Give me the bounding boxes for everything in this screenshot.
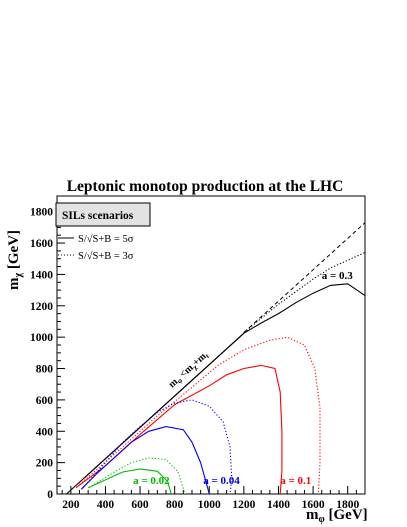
kinematic-limit-label: mφ <mχ+mt bbox=[167, 349, 212, 391]
x-axis-ticks: 200 400 600 800 1000 1200 1400 1600 1800 bbox=[61, 486, 366, 511]
y-tick-label: 1600 bbox=[30, 238, 53, 250]
x-tick-label: 800 bbox=[166, 499, 184, 511]
y-tick-label: 800 bbox=[36, 364, 54, 376]
chart-title: Leptonic monotop production at the LHC bbox=[67, 178, 344, 195]
x-axis-label: mφ [GeV] bbox=[306, 507, 368, 525]
x-tick-label: 400 bbox=[97, 499, 115, 511]
curve-annotations: a = 0.3 a = 0.1 a = 0.04 a = 0.02 bbox=[133, 270, 353, 487]
y-axis-ticks: 0 200 400 600 800 1000 1200 1400 1600 1800 bbox=[30, 195, 65, 501]
x-tick-label: 600 bbox=[131, 499, 149, 511]
legend: S/√S+B = 5σ S/√S+B = 3σ bbox=[58, 233, 134, 262]
series-0-5sigma bbox=[84, 283, 366, 478]
y-tick-label: 200 bbox=[36, 458, 54, 470]
series-2-3sigma bbox=[82, 399, 233, 495]
series-1-3sigma bbox=[79, 336, 321, 495]
legend-entry-3sigma: S/√S+B = 3σ bbox=[78, 250, 134, 262]
annotation-3: a = 0.02 bbox=[133, 475, 170, 487]
series-1-5sigma bbox=[75, 364, 283, 495]
y-axis-label: mχ [GeV] bbox=[6, 230, 24, 290]
y-tick-label: 1200 bbox=[30, 301, 53, 313]
x-tick-label: 1800 bbox=[336, 499, 359, 511]
annotation-0: a = 0.3 bbox=[322, 270, 354, 282]
y-tick-label: 400 bbox=[36, 426, 54, 438]
annotation-1: a = 0.1 bbox=[280, 475, 311, 487]
y-tick-label: 600 bbox=[36, 395, 54, 407]
series-3-5sigma bbox=[87, 468, 172, 495]
x-tick-label: 1200 bbox=[232, 499, 255, 511]
scenario-box: SILs scenarios bbox=[55, 202, 151, 227]
series-3-3sigma bbox=[91, 457, 186, 495]
legend-entry-5sigma: S/√S+B = 5σ bbox=[78, 233, 134, 245]
x-tick-label: 200 bbox=[62, 499, 80, 511]
y-tick-label: 1000 bbox=[30, 332, 53, 344]
scenario-box-label: SILs scenarios bbox=[62, 210, 134, 222]
y-tick-label: 1800 bbox=[30, 207, 53, 219]
series-0-extension bbox=[243, 222, 366, 333]
x-tick-label: 1600 bbox=[302, 499, 325, 511]
series-layer bbox=[66, 222, 366, 495]
series-0-3sigma bbox=[243, 251, 366, 333]
annotation-2: a = 0.04 bbox=[203, 475, 240, 487]
y-tick-label: 1400 bbox=[30, 269, 53, 281]
y-tick-label: 0 bbox=[47, 489, 53, 501]
x-tick-label: 1000 bbox=[198, 499, 221, 511]
series-2-5sigma bbox=[80, 426, 210, 495]
x-tick-label: 1400 bbox=[267, 499, 290, 511]
